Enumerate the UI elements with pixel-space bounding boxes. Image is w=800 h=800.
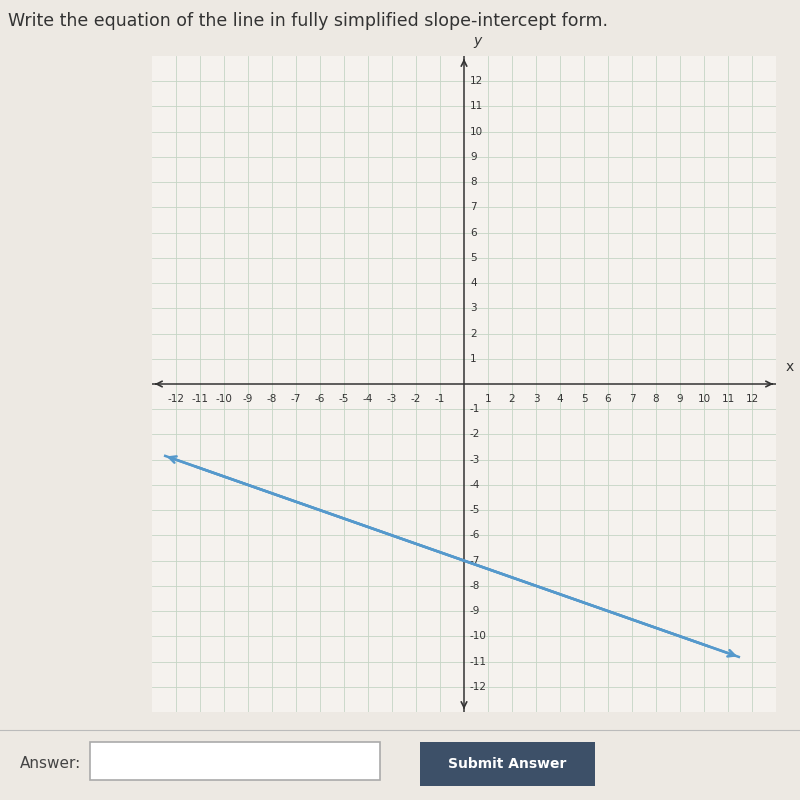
Text: 9: 9: [677, 394, 683, 404]
Text: 8: 8: [470, 177, 477, 187]
Text: -12: -12: [167, 394, 185, 404]
Text: -12: -12: [470, 682, 487, 692]
Text: -2: -2: [470, 430, 480, 439]
Text: 11: 11: [470, 102, 483, 111]
Text: 3: 3: [533, 394, 539, 404]
Text: Write the equation of the line in fully simplified slope-intercept form.: Write the equation of the line in fully …: [8, 12, 608, 30]
Text: 4: 4: [557, 394, 563, 404]
Text: 10: 10: [698, 394, 710, 404]
Text: 1: 1: [470, 354, 477, 364]
Text: 5: 5: [581, 394, 587, 404]
Text: -8: -8: [470, 581, 480, 591]
Text: 4: 4: [470, 278, 477, 288]
Text: -1: -1: [435, 394, 445, 404]
Text: 7: 7: [470, 202, 477, 212]
Text: -6: -6: [470, 530, 480, 540]
Text: -10: -10: [470, 631, 487, 642]
Text: 9: 9: [470, 152, 477, 162]
Text: y: y: [474, 34, 482, 49]
Text: 1: 1: [485, 394, 491, 404]
Text: Answer:: Answer:: [20, 757, 82, 771]
Text: 7: 7: [629, 394, 635, 404]
Text: -10: -10: [215, 394, 233, 404]
Text: -5: -5: [339, 394, 349, 404]
Text: 2: 2: [470, 329, 477, 338]
Text: -4: -4: [470, 480, 480, 490]
Text: x: x: [786, 360, 794, 374]
Text: -11: -11: [470, 657, 487, 666]
Text: -1: -1: [470, 404, 480, 414]
Text: Submit Answer: Submit Answer: [448, 757, 566, 771]
Text: 12: 12: [746, 394, 758, 404]
Text: -2: -2: [411, 394, 421, 404]
Text: 6: 6: [470, 228, 477, 238]
Text: -9: -9: [243, 394, 253, 404]
Text: 2: 2: [509, 394, 515, 404]
Text: -8: -8: [267, 394, 277, 404]
Bar: [90, 742, 380, 780]
Text: 10: 10: [470, 126, 483, 137]
Text: 3: 3: [470, 303, 477, 314]
Text: -7: -7: [291, 394, 301, 404]
Text: 6: 6: [605, 394, 611, 404]
Bar: [420, 742, 595, 786]
Text: -5: -5: [470, 505, 480, 515]
Text: 12: 12: [470, 76, 483, 86]
Text: -11: -11: [191, 394, 209, 404]
Text: -3: -3: [470, 454, 480, 465]
Text: 5: 5: [470, 253, 477, 263]
Text: -9: -9: [470, 606, 480, 616]
Text: -6: -6: [315, 394, 325, 404]
Text: -4: -4: [363, 394, 373, 404]
Text: -3: -3: [387, 394, 397, 404]
Text: -7: -7: [470, 556, 480, 566]
Text: 11: 11: [722, 394, 734, 404]
Text: 8: 8: [653, 394, 659, 404]
